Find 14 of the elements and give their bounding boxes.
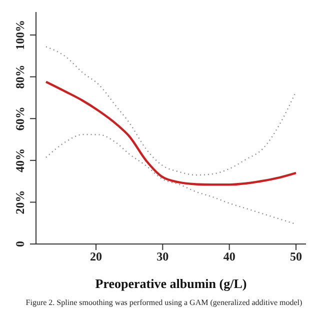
line-series: [45, 46, 297, 176]
y-tick-label: 40%: [13, 148, 27, 172]
y-tick-label: 60%: [13, 106, 27, 131]
x-axis-title: Preoperative albumin (g/L): [95, 276, 247, 291]
x-tick-label: 30: [156, 250, 169, 264]
y-tick-label: 80%: [13, 64, 27, 89]
y-tick-label: 20%: [13, 190, 27, 214]
x-tick-label: 20: [90, 250, 102, 264]
y-tick-label: 100%: [13, 20, 27, 50]
line-series: [44, 80, 298, 186]
caption: Figure 2. Spline smoothing was performed using a GAM (generalized additive model): [24, 298, 304, 308]
x-tick-label: 50: [290, 250, 302, 264]
x-tick-label: 40: [223, 250, 236, 264]
y-tick-label: 0: [13, 241, 27, 247]
